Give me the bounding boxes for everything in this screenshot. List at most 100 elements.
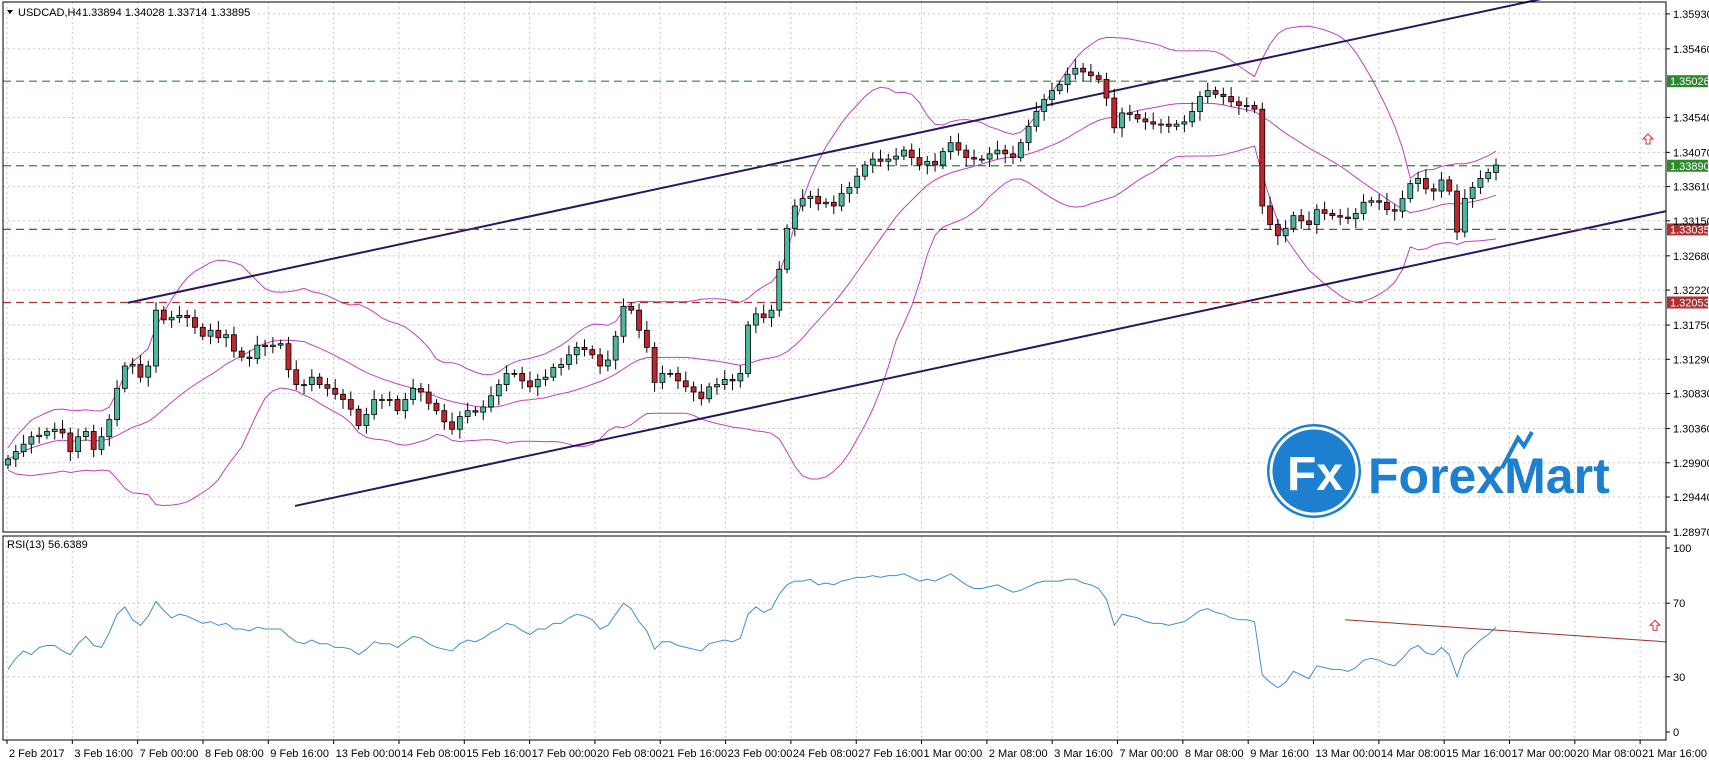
bull-candle-body	[277, 343, 284, 346]
bear-candle-body	[760, 313, 767, 319]
candle	[1415, 171, 1421, 192]
rsi-up-arrow-icon	[1648, 619, 1662, 631]
price-axis: 1.35930 1.35460 1.34540 1.34070 1.33610 1.331…	[1666, 9, 1709, 539]
bull-candle-body	[714, 384, 720, 388]
bear-candle-body	[90, 431, 97, 450]
bull-candle-body	[503, 373, 510, 386]
bear-candle-body	[1321, 209, 1328, 214]
level-price-label: 1.32053	[1670, 298, 1709, 310]
bull-candle-body	[752, 313, 759, 326]
candle	[542, 369, 549, 387]
candle	[589, 345, 596, 359]
time-tick-label: 3 Feb 16:00	[74, 748, 133, 760]
candle	[1017, 138, 1024, 162]
bear-candle-body	[1306, 220, 1312, 225]
bull-candle-body	[1485, 172, 1492, 179]
candle	[1033, 102, 1040, 132]
bull-candle-body	[1415, 178, 1421, 185]
bear-candle-body	[238, 350, 245, 358]
candle	[379, 394, 385, 409]
bear-candle-body	[1103, 79, 1110, 99]
candle	[986, 147, 993, 168]
price-tick-label: 1.33610	[1673, 182, 1709, 194]
level-price-label: 1.35026	[1670, 76, 1709, 88]
candle	[441, 403, 448, 430]
time-tick-label: 1 Mar 00:00	[924, 748, 983, 760]
bear-candle-body	[316, 376, 323, 386]
bear-candle-body	[815, 195, 822, 205]
candle	[667, 369, 674, 378]
candle	[1119, 107, 1125, 138]
bull-candle-body	[511, 373, 518, 375]
candle	[1399, 190, 1406, 218]
candle	[1126, 104, 1133, 122]
rsi-tick-label: 100	[1673, 543, 1691, 555]
forexmart-logo-circle	[1267, 424, 1361, 518]
candle	[340, 388, 346, 409]
candle	[301, 379, 307, 394]
candle	[682, 371, 689, 393]
time-tick-label: 3 Mar 16:00	[1054, 748, 1113, 760]
bull-candle-body	[1243, 105, 1250, 107]
channel-upper-line	[127, 0, 1542, 304]
bear-candle-body	[199, 326, 206, 337]
bull-candle-body	[721, 379, 728, 386]
level-price-tag	[1667, 159, 1708, 172]
bull-candle-body	[5, 458, 11, 466]
bear-candle-body	[1228, 96, 1235, 103]
bull-candle-body	[1197, 96, 1203, 112]
bear-candle-body	[643, 329, 650, 348]
bear-candle-body	[675, 373, 681, 382]
candle	[262, 339, 268, 357]
candle	[527, 371, 533, 393]
candle	[98, 427, 105, 455]
bollinger-bands	[7, 25, 1497, 507]
candle	[456, 411, 463, 439]
price-tick-label: 1.29440	[1673, 492, 1709, 504]
time-tick-label: 21 Feb 16:00	[662, 748, 727, 760]
time-axis: 2 Feb 2017 3 Feb 16:00 7 Feb 00:00 8 Feb 08…	[6, 740, 1707, 760]
main-panel-frame	[2, 1, 1667, 533]
candle	[636, 303, 642, 339]
candle	[854, 168, 861, 195]
candle	[20, 434, 27, 457]
bull-candle-body	[207, 329, 214, 337]
time-tick-label: 20 Mar 08:00	[1577, 748, 1642, 760]
bull-candle-body	[83, 431, 89, 438]
candle	[597, 348, 603, 375]
bear-candle-body	[971, 157, 977, 160]
bear-candle-body	[1150, 121, 1157, 125]
candle	[1376, 194, 1383, 211]
bull-candle-body	[75, 436, 82, 453]
bollinger-upper-band	[7, 25, 1497, 449]
time-tick-label: 27 Feb 16:00	[858, 748, 923, 760]
time-tick-label: 21 Mar 16:00	[1642, 748, 1707, 760]
rsi-axis: 100 70 30 0	[1666, 543, 1691, 739]
bull-candle-body	[480, 406, 487, 413]
candle	[869, 152, 876, 174]
candle	[293, 360, 300, 390]
bear-candle-body	[729, 379, 736, 382]
rsi-trendline	[1344, 619, 1667, 643]
dropdown-triangle-icon[interactable]	[7, 10, 13, 14]
time-tick-label: 14 Mar 08:00	[1381, 748, 1446, 760]
candle	[799, 189, 806, 212]
candle	[1165, 116, 1172, 134]
candle	[254, 335, 261, 364]
bear-candle-body	[67, 432, 74, 453]
price-tick-label: 1.35460	[1673, 44, 1709, 56]
forexmart-logo-ring	[1269, 426, 1359, 516]
bull-candle-body	[885, 158, 892, 162]
level-price-label: 1.33890	[1670, 161, 1709, 173]
bull-candle-body	[986, 153, 993, 160]
bear-candle-body	[425, 391, 432, 404]
candle	[651, 342, 658, 392]
bull-candle-body	[1368, 200, 1375, 203]
bear-candle-body	[1376, 200, 1383, 203]
rsi-line-group	[7, 133, 1667, 689]
candle	[698, 384, 705, 406]
candle	[1002, 144, 1009, 164]
candle	[5, 455, 11, 470]
bull-candle-body	[456, 416, 463, 430]
bull-candle-body	[573, 346, 580, 356]
